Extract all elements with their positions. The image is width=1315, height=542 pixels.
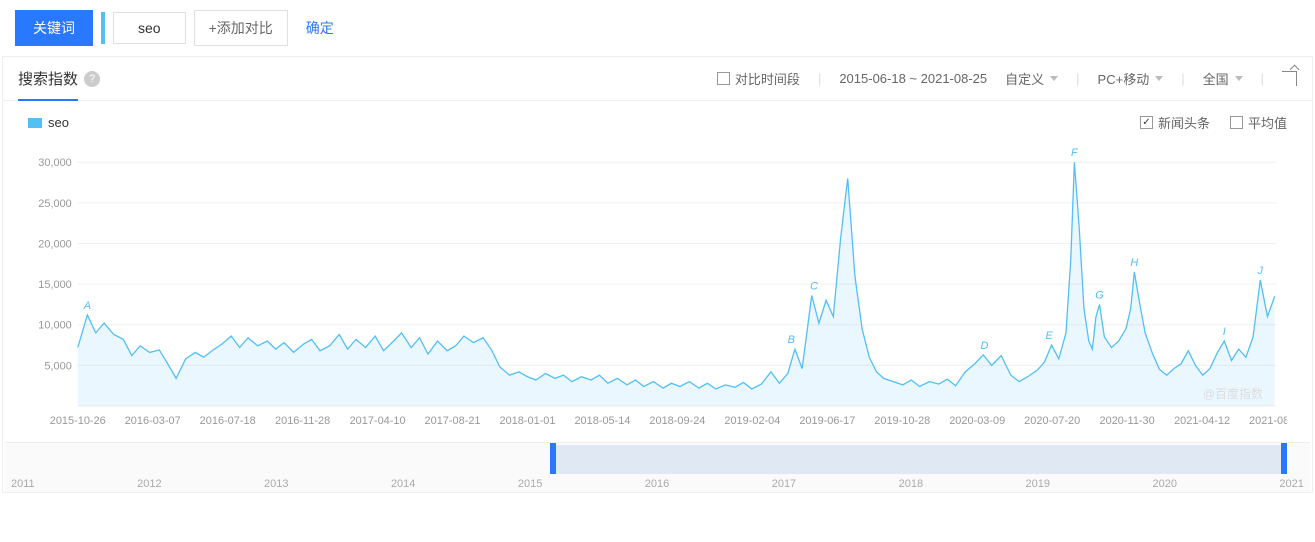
brush-year: 2016 [645, 478, 669, 490]
svg-text:5,000: 5,000 [44, 360, 71, 372]
panel-title-wrap: 搜索指数 ? [18, 68, 100, 89]
svg-text:25,000: 25,000 [38, 198, 71, 210]
brush-year: 2021 [1279, 478, 1303, 490]
brush-year: 2011 [11, 478, 35, 490]
svg-text:2016-07-18: 2016-07-18 [200, 415, 256, 427]
svg-text:2020-11-30: 2020-11-30 [1100, 415, 1155, 427]
panel-controls: 对比时间段 | 2015-06-18 ~ 2021-08-25 自定义 | PC… [717, 69, 1297, 88]
add-compare-button[interactable]: +添加对比 [194, 10, 288, 46]
keyword-button[interactable]: 关键词 [15, 10, 93, 46]
device-dropdown[interactable]: PC+移动 [1098, 69, 1164, 88]
separator: | [818, 71, 821, 86]
compare-period-label: 对比时间段 [735, 69, 800, 88]
chevron-down-icon [1050, 76, 1058, 81]
svg-text:J: J [1257, 265, 1264, 277]
brush-year: 2013 [264, 478, 288, 490]
brush-year: 2015 [518, 478, 542, 490]
svg-text:I: I [1223, 326, 1226, 338]
custom-label: 自定义 [1005, 69, 1044, 88]
brush-handle-right[interactable] [1281, 443, 1287, 474]
checkbox-icon [1140, 116, 1153, 129]
brush-year: 2019 [1026, 478, 1050, 490]
svg-text:D: D [980, 340, 988, 352]
news-headlines-toggle[interactable]: 新闻头条 [1140, 113, 1210, 132]
svg-text:30,000: 30,000 [38, 157, 71, 169]
legend-series-label: seo [48, 115, 69, 130]
svg-text:2016-11-28: 2016-11-28 [275, 415, 330, 427]
brush-handle-left[interactable] [550, 443, 556, 474]
svg-text:A: A [83, 300, 91, 312]
svg-text:2018-01-01: 2018-01-01 [500, 415, 556, 427]
separator: | [1261, 71, 1264, 86]
svg-text:2019-02-04: 2019-02-04 [724, 415, 780, 427]
brush-year: 2018 [899, 478, 923, 490]
separator: | [1181, 71, 1184, 86]
chevron-down-icon [1155, 76, 1163, 81]
svg-text:2015-10-26: 2015-10-26 [50, 415, 106, 427]
svg-text:10,000: 10,000 [38, 320, 71, 332]
chart-area[interactable]: 5,000 10,000 15,000 20,000 25,000 30,000 2015-… [28, 136, 1287, 436]
help-icon[interactable]: ? [84, 71, 100, 87]
panel-title: 搜索指数 [18, 68, 78, 89]
term-color-indicator [101, 12, 105, 44]
brush-year: 2020 [1152, 478, 1176, 490]
svg-text:2019-10-28: 2019-10-28 [874, 415, 930, 427]
svg-text:2021-08-23: 2021-08-23 [1249, 415, 1287, 427]
chevron-down-icon [1235, 76, 1243, 81]
svg-text:2018-09-24: 2018-09-24 [649, 415, 705, 427]
svg-text:2019-06-17: 2019-06-17 [799, 415, 855, 427]
separator: | [1076, 71, 1079, 86]
svg-text:H: H [1130, 257, 1138, 269]
brush-area[interactable]: 2011 2012 2013 2014 2015 2016 2017 2018 2019 2020… [5, 442, 1310, 492]
compare-period-toggle[interactable]: 对比时间段 [717, 69, 800, 88]
svg-text:C: C [810, 280, 818, 292]
legend-options: 新闻头条 平均值 [1140, 113, 1287, 132]
legend-row: seo 新闻头条 平均值 [3, 101, 1312, 136]
brush-selection[interactable] [553, 445, 1284, 474]
legend-swatch [28, 118, 42, 128]
svg-text:2018-05-14: 2018-05-14 [574, 415, 630, 427]
svg-text:E: E [1046, 330, 1054, 342]
svg-text:B: B [788, 334, 795, 346]
confirm-link[interactable]: 确定 [306, 18, 334, 38]
svg-text:2020-07-20: 2020-07-20 [1024, 415, 1080, 427]
term-box[interactable]: seo [113, 12, 186, 44]
series-legend[interactable]: seo [28, 115, 69, 130]
average-toggle[interactable]: 平均值 [1230, 113, 1287, 132]
device-label: PC+移动 [1098, 69, 1150, 88]
brush-year-labels: 2011 2012 2013 2014 2015 2016 2017 2018 2019 2020… [5, 478, 1310, 490]
search-index-panel: 搜索指数 ? 对比时间段 | 2015-06-18 ~ 2021-08-25 自… [2, 56, 1313, 493]
panel-header: 搜索指数 ? 对比时间段 | 2015-06-18 ~ 2021-08-25 自… [3, 57, 1312, 101]
custom-dropdown[interactable]: 自定义 [1005, 69, 1058, 88]
share-icon[interactable] [1282, 71, 1297, 86]
date-range[interactable]: 2015-06-18 ~ 2021-08-25 [839, 71, 987, 86]
line-chart: 5,000 10,000 15,000 20,000 25,000 30,000 2015-… [28, 136, 1287, 436]
svg-text:2017-08-21: 2017-08-21 [425, 415, 481, 427]
topbar: 关键词 seo +添加对比 确定 [0, 0, 1315, 56]
checkbox-icon [717, 72, 730, 85]
svg-text:G: G [1095, 289, 1104, 301]
svg-text:2016-03-07: 2016-03-07 [125, 415, 181, 427]
brush-year: 2012 [137, 478, 161, 490]
svg-text:20,000: 20,000 [38, 238, 71, 250]
news-headlines-label: 新闻头条 [1158, 113, 1210, 132]
average-label: 平均值 [1248, 113, 1287, 132]
svg-text:2017-04-10: 2017-04-10 [350, 415, 406, 427]
region-label: 全国 [1203, 69, 1229, 88]
svg-text:2021-04-12: 2021-04-12 [1174, 415, 1230, 427]
region-dropdown[interactable]: 全国 [1203, 69, 1243, 88]
svg-text:F: F [1071, 147, 1079, 159]
brush-year: 2017 [772, 478, 796, 490]
brush-year: 2014 [391, 478, 415, 490]
svg-text:2020-03-09: 2020-03-09 [949, 415, 1005, 427]
checkbox-icon [1230, 116, 1243, 129]
svg-text:15,000: 15,000 [38, 279, 71, 291]
